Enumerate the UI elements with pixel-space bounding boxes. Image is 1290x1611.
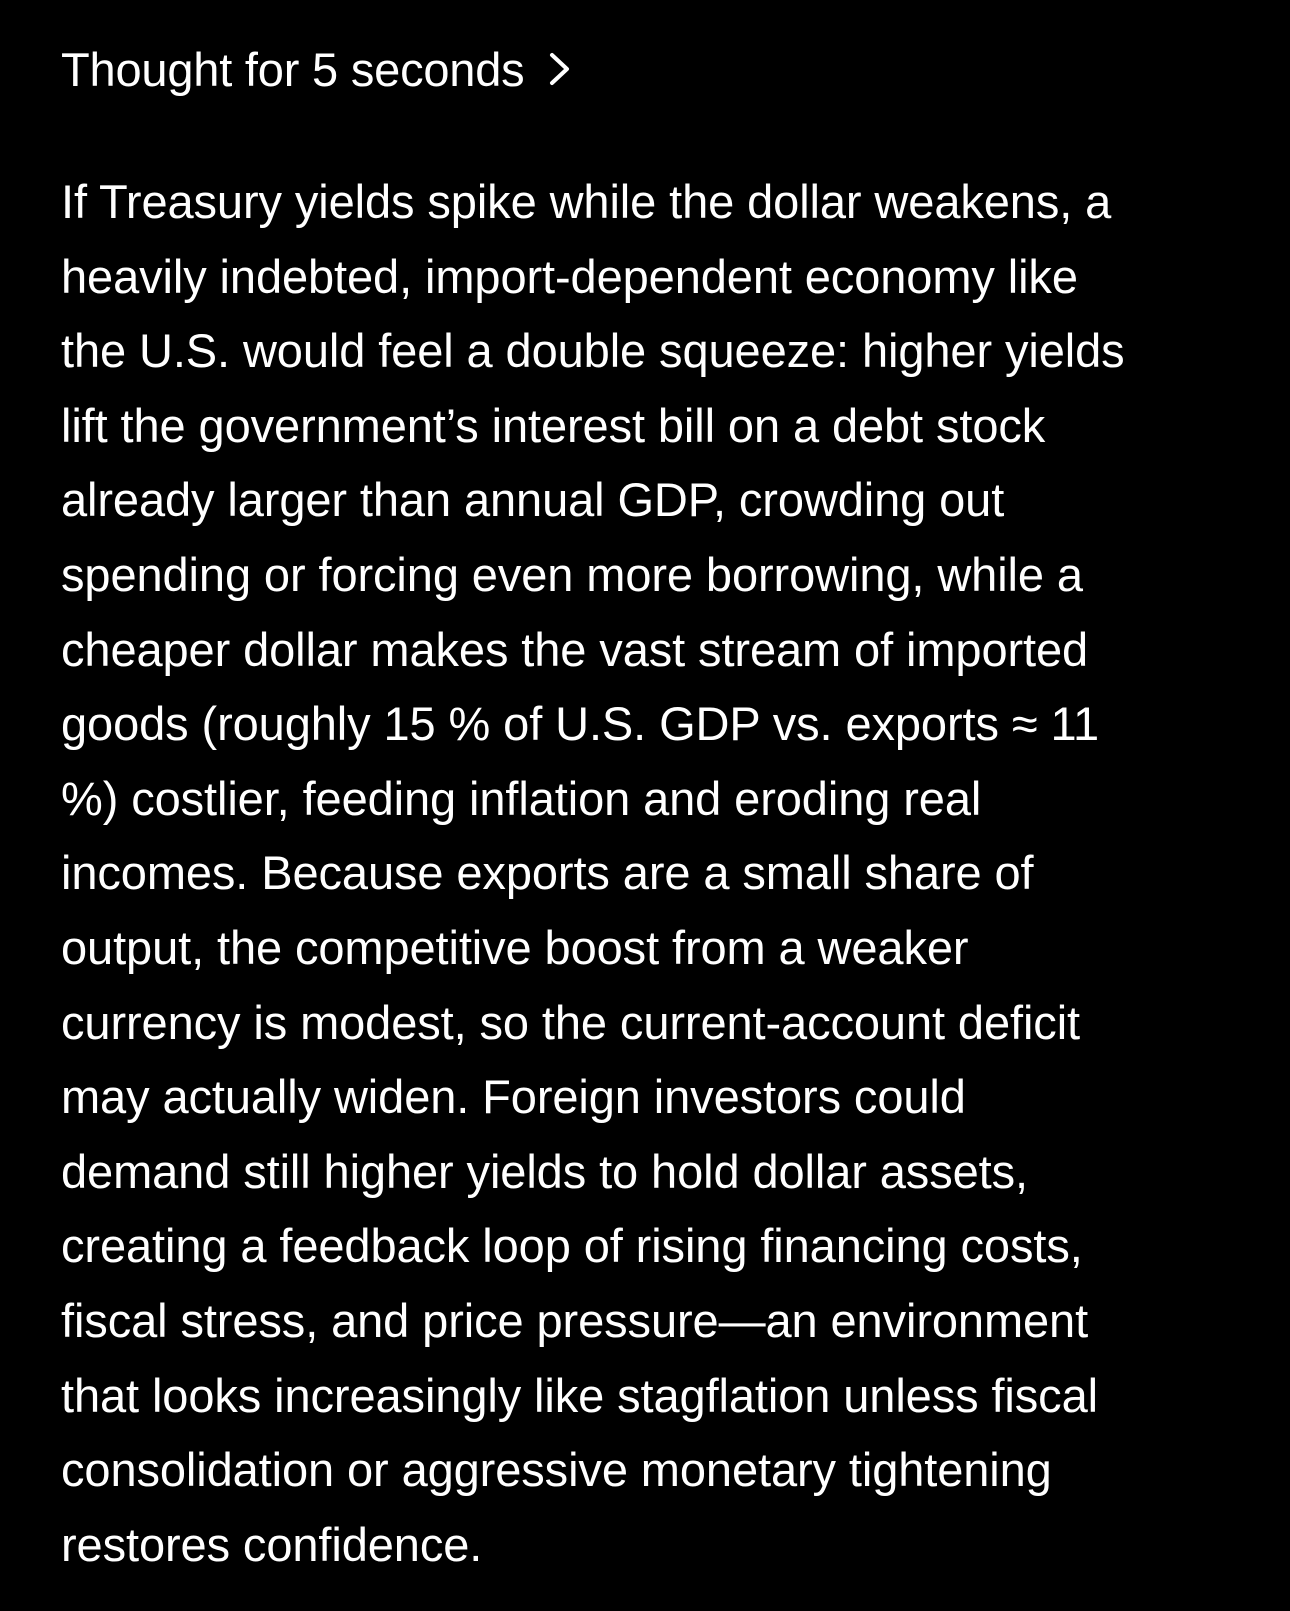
answer-line: incomes. Because exports are a small sha… [61, 846, 1034, 900]
answer-line: cheaper dollar makes the vast stream of … [61, 622, 1089, 676]
answer-line: %) costlier, feeding inflation and erodi… [61, 771, 982, 825]
answer-line: creating a feedback loop of rising finan… [61, 1219, 1083, 1273]
answer-line: the U.S. would feel a double squeeze: hi… [61, 324, 1125, 378]
answer-line: If Treasury yields spike while the dolla… [61, 175, 1112, 228]
thought-label: Thought for 5 seconds [61, 42, 525, 96]
answer-line: consolidation or aggressive monetary tig… [61, 1443, 1052, 1497]
answer-line: goods (roughly 15 % of U.S. GDP vs. expo… [61, 697, 1100, 751]
answer-line: lift the government’s interest bill on a… [61, 398, 1046, 452]
thought-toggle[interactable]: Thought for 5 seconds [61, 30, 1236, 108]
message-container: Thought for 5 seconds If Treasury yields… [61, 30, 1236, 1582]
answer-line: restores confidence. [61, 1517, 483, 1571]
answer-line: output, the competitive boost from a wea… [61, 920, 969, 974]
answer-line: demand still higher yields to hold dolla… [61, 1144, 1028, 1198]
answer-line: spending or forcing even more borrowing,… [61, 547, 1083, 601]
chevron-right-icon [546, 49, 574, 89]
answer-line: currency is modest, so the current-accou… [61, 995, 1080, 1049]
assistant-answer: If Treasury yields spike while the dolla… [61, 165, 1236, 1582]
answer-line: fiscal stress, and price pressure—an env… [61, 1293, 1089, 1347]
answer-line: that looks increasingly like stagflation… [61, 1368, 1098, 1422]
answer-line: may actually widen. Foreign investors co… [61, 1070, 966, 1124]
answer-line: heavily indebted, import-dependent econo… [61, 249, 1078, 303]
answer-line: already larger than annual GDP, crowding… [61, 473, 1005, 527]
